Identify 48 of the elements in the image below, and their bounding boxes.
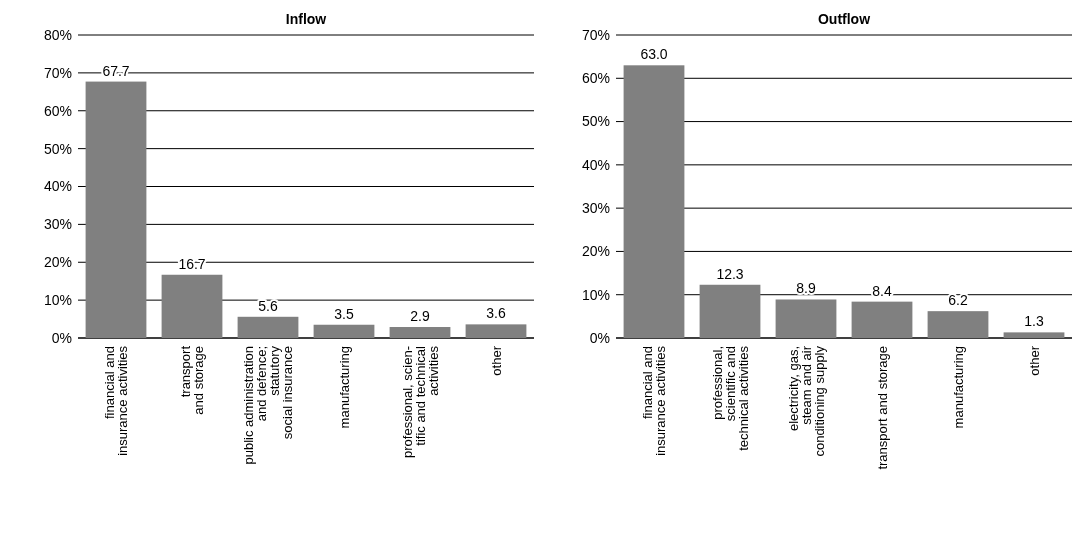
data-label: 63.0 xyxy=(640,46,668,63)
data-label: 6.2 xyxy=(948,292,968,309)
x-tick-label: manufacturing xyxy=(336,346,352,429)
bar xyxy=(699,284,761,338)
bar xyxy=(313,324,375,338)
x-tick-label: financial and insurance activities xyxy=(102,345,131,456)
x-tick-label: other xyxy=(1026,345,1042,376)
y-tick-label: 80% xyxy=(43,26,72,43)
x-tick-label: other xyxy=(488,345,504,376)
y-tick-label: 20% xyxy=(581,243,610,260)
x-tick-label: financial and insurance activities xyxy=(640,345,669,456)
bar xyxy=(775,299,837,338)
x-tick-label: professional, scien- tific and technical activities xyxy=(399,345,441,458)
y-tick-label: 70% xyxy=(43,64,72,81)
bar xyxy=(465,324,527,338)
y-tick-label: 30% xyxy=(43,216,72,233)
bar xyxy=(1003,332,1065,338)
y-tick-label: 30% xyxy=(581,200,610,217)
data-label: 3.6 xyxy=(486,305,506,322)
x-tick-label: transport and storage xyxy=(874,346,890,470)
data-label: 8.9 xyxy=(796,280,816,297)
y-tick-label: 10% xyxy=(581,286,610,303)
bar xyxy=(161,274,223,338)
data-label: 1.3 xyxy=(1024,313,1044,330)
y-tick-label: 20% xyxy=(43,254,72,271)
y-tick-label: 40% xyxy=(581,156,610,173)
chart-title: Inflow xyxy=(285,11,327,27)
chart-title: Outflow xyxy=(817,11,871,27)
x-tick-label: manufacturing xyxy=(950,346,966,429)
y-tick-label: 0% xyxy=(589,329,610,346)
bar xyxy=(623,65,685,338)
y-tick-label: 50% xyxy=(581,113,610,130)
bar xyxy=(237,316,299,338)
bar xyxy=(927,311,989,338)
data-label: 12.3 xyxy=(716,265,744,282)
y-tick-label: 0% xyxy=(51,329,72,346)
y-tick-label: 60% xyxy=(43,102,72,119)
data-label: 2.9 xyxy=(410,308,430,325)
data-label: 3.5 xyxy=(334,305,354,322)
y-tick-label: 70% xyxy=(581,26,610,43)
bar xyxy=(85,81,147,338)
y-tick-label: 60% xyxy=(581,70,610,87)
data-label: 5.6 xyxy=(258,297,278,314)
bar xyxy=(851,301,913,338)
y-tick-label: 50% xyxy=(43,140,72,157)
bar xyxy=(389,327,451,338)
y-tick-label: 40% xyxy=(43,178,72,195)
y-tick-label: 10% xyxy=(43,292,72,309)
